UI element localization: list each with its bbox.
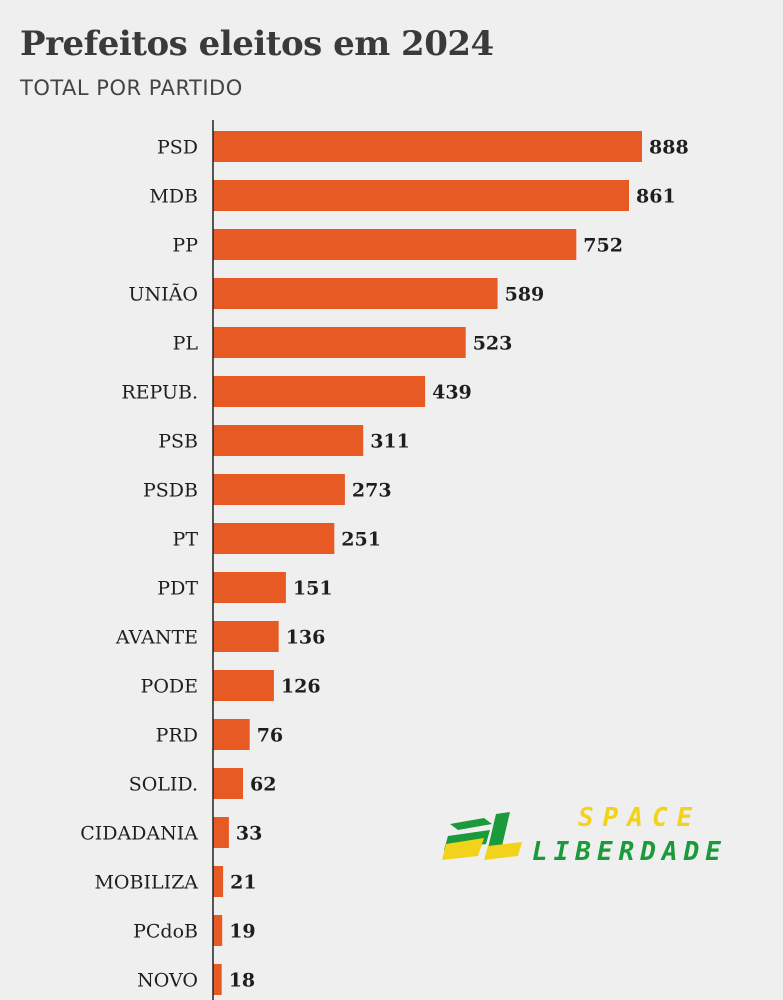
bar-14 bbox=[213, 817, 229, 848]
category-label: MDB bbox=[149, 186, 198, 208]
value-label: 62 bbox=[250, 774, 276, 796]
value-label: 18 bbox=[229, 970, 255, 992]
value-label: 151 bbox=[293, 578, 333, 600]
bar-13 bbox=[213, 768, 243, 799]
logo-text-space: SPACE bbox=[578, 803, 701, 833]
chart-subtitle: TOTAL POR PARTIDO bbox=[20, 76, 243, 100]
bar-3 bbox=[213, 278, 498, 309]
value-label: 523 bbox=[473, 333, 513, 355]
bar-10 bbox=[213, 621, 279, 652]
bar-6 bbox=[213, 425, 364, 456]
bar-9 bbox=[213, 572, 286, 603]
category-label: NOVO bbox=[137, 970, 198, 992]
chart-title: Prefeitos eleitos em 2024 bbox=[20, 24, 494, 64]
value-label: 752 bbox=[583, 235, 623, 257]
bar-12 bbox=[213, 719, 250, 750]
value-label: 251 bbox=[341, 529, 381, 551]
bar-11 bbox=[213, 670, 274, 701]
value-label: 273 bbox=[352, 480, 392, 502]
value-label: 33 bbox=[236, 823, 262, 845]
category-label: SOLID. bbox=[129, 774, 198, 796]
category-label: PCdoB bbox=[133, 921, 198, 943]
category-label: UNIÃO bbox=[129, 284, 198, 306]
value-label: 136 bbox=[286, 627, 326, 649]
bar-16 bbox=[213, 915, 223, 946]
value-label: 311 bbox=[370, 431, 410, 453]
category-label: PODE bbox=[141, 676, 198, 698]
sl-mark-icon bbox=[442, 812, 522, 860]
category-label: PL bbox=[173, 333, 199, 355]
category-label: AVANTE bbox=[115, 627, 198, 649]
value-label: 439 bbox=[432, 382, 472, 404]
value-label: 19 bbox=[229, 921, 255, 943]
category-label: REPUB. bbox=[121, 382, 198, 404]
logo-text-liberdade: LIBERDADE bbox=[532, 837, 727, 867]
category-label: PDT bbox=[157, 578, 198, 600]
category-label: PT bbox=[173, 529, 199, 551]
category-label: PSB bbox=[158, 431, 198, 453]
category-label: PRD bbox=[156, 725, 198, 747]
value-label: 888 bbox=[649, 137, 689, 159]
bar-1 bbox=[213, 180, 629, 211]
bars-layer: PSD 888 MDB 861 PP 752 UNIÃO 589 PL 523 REPUB. 439 P… bbox=[80, 131, 689, 995]
bar-5 bbox=[213, 376, 426, 407]
value-label: 861 bbox=[636, 186, 676, 208]
bar-7 bbox=[213, 474, 345, 505]
bar-0 bbox=[213, 131, 642, 162]
bar-4 bbox=[213, 327, 466, 358]
value-label: 76 bbox=[257, 725, 283, 747]
bar-17 bbox=[213, 964, 222, 995]
category-label: CIDADANIA bbox=[80, 823, 198, 845]
category-label: PSD bbox=[157, 137, 198, 159]
bar-2 bbox=[213, 229, 577, 260]
category-label: PP bbox=[172, 235, 198, 257]
space-liberdade-logo: SPACE LIBERDADE bbox=[442, 803, 727, 867]
bar-8 bbox=[213, 523, 335, 554]
category-label: PSDB bbox=[143, 480, 198, 502]
category-label: MOBILIZA bbox=[94, 872, 198, 894]
value-label: 21 bbox=[230, 872, 256, 894]
value-label: 589 bbox=[505, 284, 545, 306]
bar-15 bbox=[213, 866, 224, 897]
value-label: 126 bbox=[281, 676, 321, 698]
